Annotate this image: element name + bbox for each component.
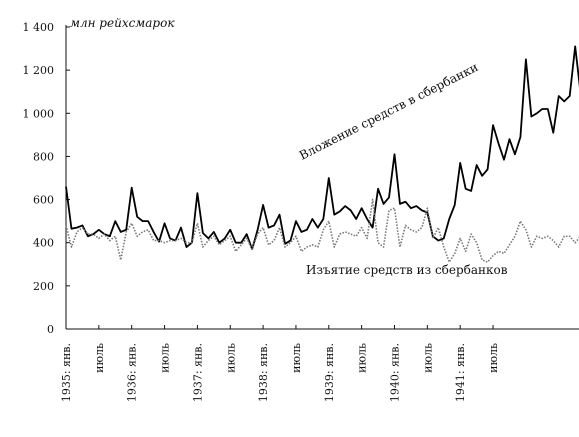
y-tick-label: 400 — [33, 237, 54, 250]
y-tick-label: 800 — [33, 150, 54, 163]
x-tick-label: июль — [224, 343, 237, 373]
series-label-withdrawals: Изъятие средств из сбербанков — [306, 263, 508, 277]
x-tick-label: июль — [290, 343, 303, 373]
x-tick-label: июль — [159, 343, 172, 373]
x-tick-label: июль — [356, 343, 369, 373]
y-tick-label: 1 000 — [23, 107, 55, 120]
x-tick-label: 1938: янв. — [257, 343, 270, 402]
series-layer — [65, 45, 579, 263]
series-line-deposits — [65, 45, 579, 251]
x-tick-label: июль — [93, 343, 106, 373]
x-axis-ticks: 1935: янв. июль 1936: янв. июль 1937: янв. ию… — [60, 325, 500, 402]
x-tick-label: июль — [487, 343, 500, 373]
y-tick-label: 200 — [33, 280, 54, 293]
y-axis-ticks: 0 200 400 600 800 1 000 1 200 1 400 — [23, 21, 70, 336]
series-label-deposits: Вложение средств в сбербанки — [297, 60, 480, 163]
x-tick-label: 1939: янв. — [323, 343, 336, 402]
unit-label: млн рейхсмарок — [70, 16, 175, 30]
series-line-withdrawals — [65, 198, 579, 263]
y-tick-label: 1 400 — [23, 21, 55, 34]
y-tick-label: 600 — [33, 194, 54, 207]
y-tick-label: 1 200 — [23, 64, 55, 77]
x-tick-label: июль — [421, 343, 434, 373]
x-tick-label: 1935: янв. — [60, 343, 73, 402]
x-tick-label: 1937: янв. — [191, 343, 204, 402]
x-tick-label: 1941: янв. — [454, 343, 467, 402]
y-tick-label: 0 — [47, 323, 54, 336]
x-tick-label: 1936: янв. — [126, 343, 139, 402]
x-tick-label: 1940: янв. — [389, 343, 402, 402]
